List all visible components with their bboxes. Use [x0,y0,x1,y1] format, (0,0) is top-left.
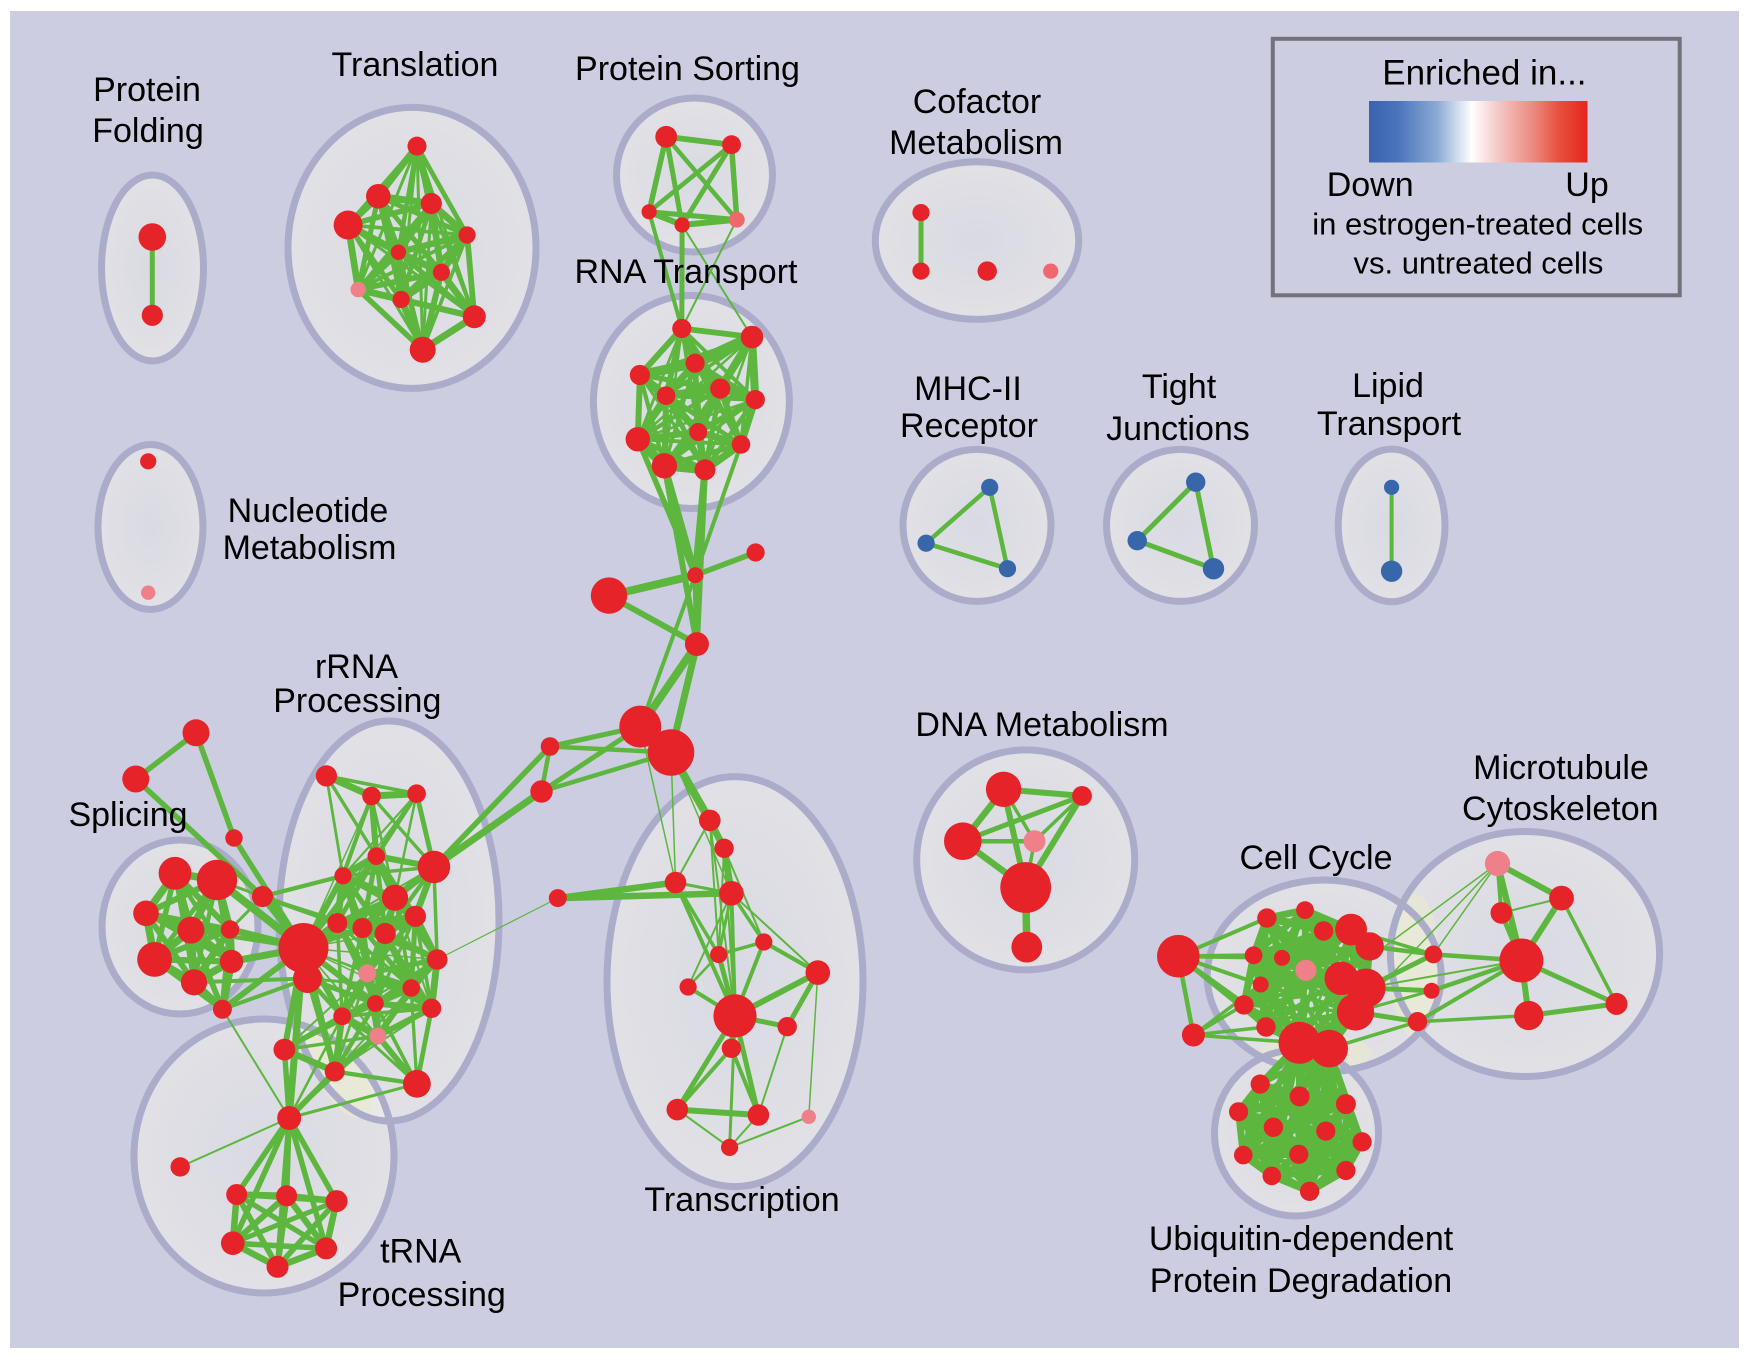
svg-text:Ubiquitin-dependent: Ubiquitin-dependent [1149,1220,1454,1258]
svg-text:Protein Sorting: Protein Sorting [575,50,800,88]
svg-text:Splicing: Splicing [68,796,187,834]
svg-text:Junctions: Junctions [1106,410,1250,448]
svg-text:Nucleotide: Nucleotide [228,492,389,530]
svg-text:Processing: Processing [273,682,441,720]
svg-text:Protein Degradation: Protein Degradation [1150,1262,1452,1300]
svg-text:Tight: Tight [1142,368,1217,406]
svg-text:Metabolism: Metabolism [223,529,397,567]
svg-text:MHC-II: MHC-II [914,370,1022,408]
svg-text:rRNA: rRNA [315,648,398,686]
svg-text:Cofactor: Cofactor [913,83,1042,121]
svg-text:tRNA: tRNA [380,1233,462,1271]
svg-text:Cell Cycle: Cell Cycle [1239,839,1392,877]
svg-text:Translation: Translation [332,46,499,84]
svg-text:Receptor: Receptor [900,407,1038,445]
svg-text:Transport: Transport [1317,405,1462,443]
svg-text:Microtubule: Microtubule [1473,749,1649,787]
svg-text:Down: Down [1327,166,1414,204]
svg-text:vs. untreated cells: vs. untreated cells [1353,246,1603,281]
svg-text:Cytoskeleton: Cytoskeleton [1462,790,1659,828]
svg-text:Up: Up [1565,166,1608,204]
svg-text:Metabolism: Metabolism [889,124,1063,162]
svg-text:Lipid: Lipid [1352,367,1424,405]
svg-text:Enriched in...: Enriched in... [1382,54,1586,93]
svg-text:Transcription: Transcription [644,1181,839,1219]
svg-text:Folding: Folding [92,112,204,150]
svg-text:DNA Metabolism: DNA Metabolism [915,706,1168,744]
svg-text:in estrogen-treated cells: in estrogen-treated cells [1312,207,1643,242]
svg-text:Protein: Protein [93,71,201,109]
svg-text:Processing: Processing [338,1276,506,1314]
svg-text:RNA Transport: RNA Transport [575,253,799,291]
